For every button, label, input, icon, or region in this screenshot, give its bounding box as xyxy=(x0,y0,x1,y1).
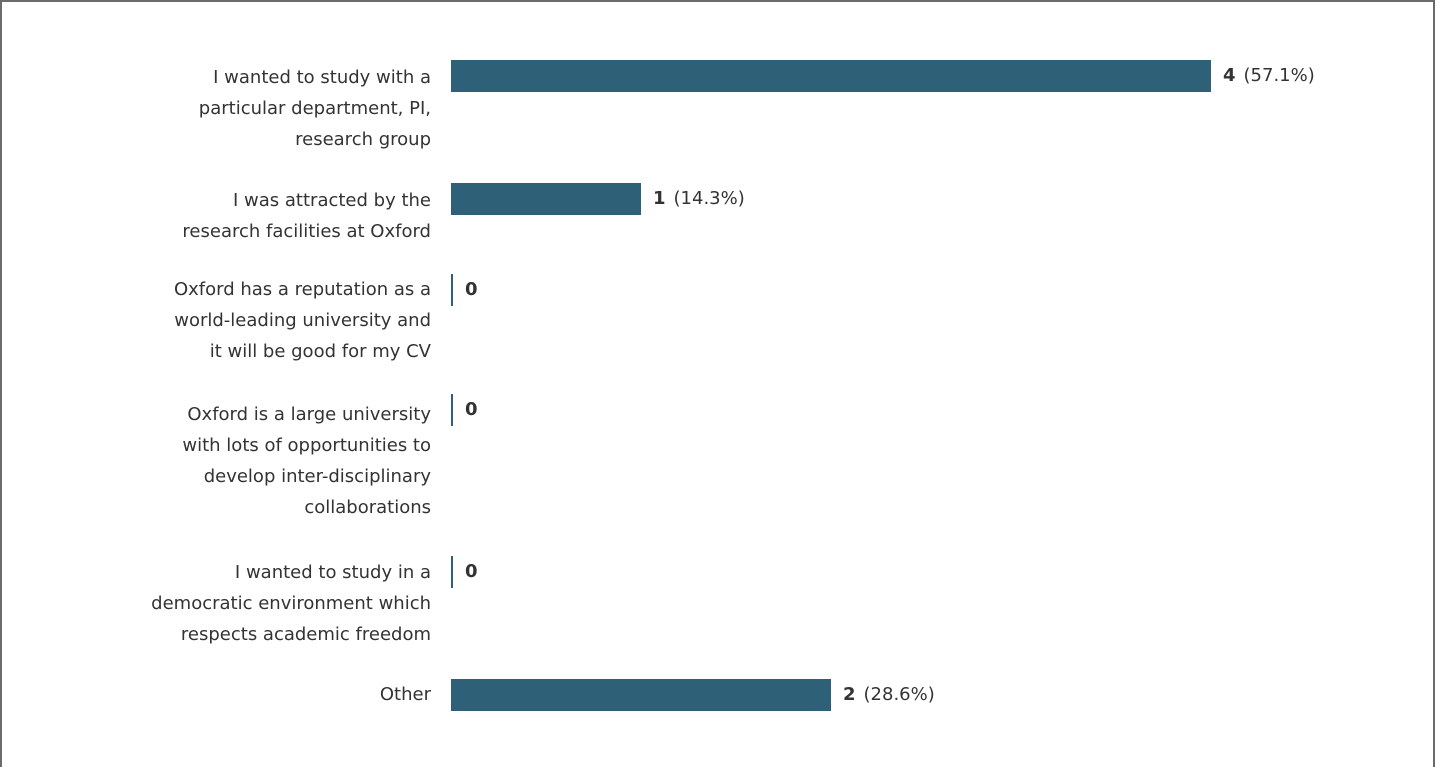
category-label-line: I wanted to study with a xyxy=(213,67,431,88)
category-label-line: I wanted to study in a xyxy=(234,562,431,583)
category-label-line: collaborations xyxy=(304,497,431,518)
category-label-line: world-leading university and xyxy=(174,310,431,331)
category-label-line: respects academic freedom xyxy=(180,624,431,645)
category-label-line: with lots of opportunities to xyxy=(182,435,431,456)
category-label: Oxford is a large university with lots of… xyxy=(101,399,431,523)
data-label: 0 xyxy=(465,394,478,426)
data-label: 1 (14.3%) xyxy=(653,183,745,215)
category-label-line: Other xyxy=(379,684,431,705)
data-label-count: 0 xyxy=(465,279,478,300)
data-label: 2 (28.6%) xyxy=(843,679,935,711)
category-label-line: it will be good for my CV xyxy=(209,341,431,362)
data-label: 0 xyxy=(465,556,478,588)
category-label-line: democratic environment which xyxy=(151,593,431,614)
bar xyxy=(451,394,453,426)
bar xyxy=(451,274,453,306)
category-label-line: particular department, PI, xyxy=(198,98,431,119)
category-label: I was attracted by the research facilitie… xyxy=(101,185,431,247)
data-label-count: 0 xyxy=(465,399,478,420)
bar xyxy=(451,60,1211,92)
category-label-line: I was attracted by the xyxy=(233,190,431,211)
data-label-count: 4 xyxy=(1223,65,1236,86)
bar xyxy=(451,679,831,711)
category-label-line: research facilities at Oxford xyxy=(182,221,431,242)
data-label: 0 xyxy=(465,274,478,306)
bar xyxy=(451,556,453,588)
category-label-line: Oxford has a reputation as a xyxy=(173,279,431,300)
data-label: 4 (57.1%) xyxy=(1223,60,1315,92)
data-label-percent: (28.6%) xyxy=(863,684,935,705)
data-label-percent: (57.1%) xyxy=(1243,65,1315,86)
category-label-line: develop inter-disciplinary xyxy=(203,466,431,487)
data-label-count: 0 xyxy=(465,561,478,582)
data-label-count: 1 xyxy=(653,188,666,209)
bar xyxy=(451,183,641,215)
category-label: Oxford has a reputation as a world-leadin… xyxy=(101,274,431,367)
category-label-line: research group xyxy=(295,129,431,150)
category-label: Other xyxy=(101,679,431,710)
data-label-percent: (14.3%) xyxy=(673,188,745,209)
category-label-line: Oxford is a large university xyxy=(187,404,431,425)
data-label-count: 2 xyxy=(843,684,856,705)
category-label: I wanted to study with a particular depar… xyxy=(101,62,431,155)
category-label: I wanted to study in a democratic environ… xyxy=(101,557,431,650)
